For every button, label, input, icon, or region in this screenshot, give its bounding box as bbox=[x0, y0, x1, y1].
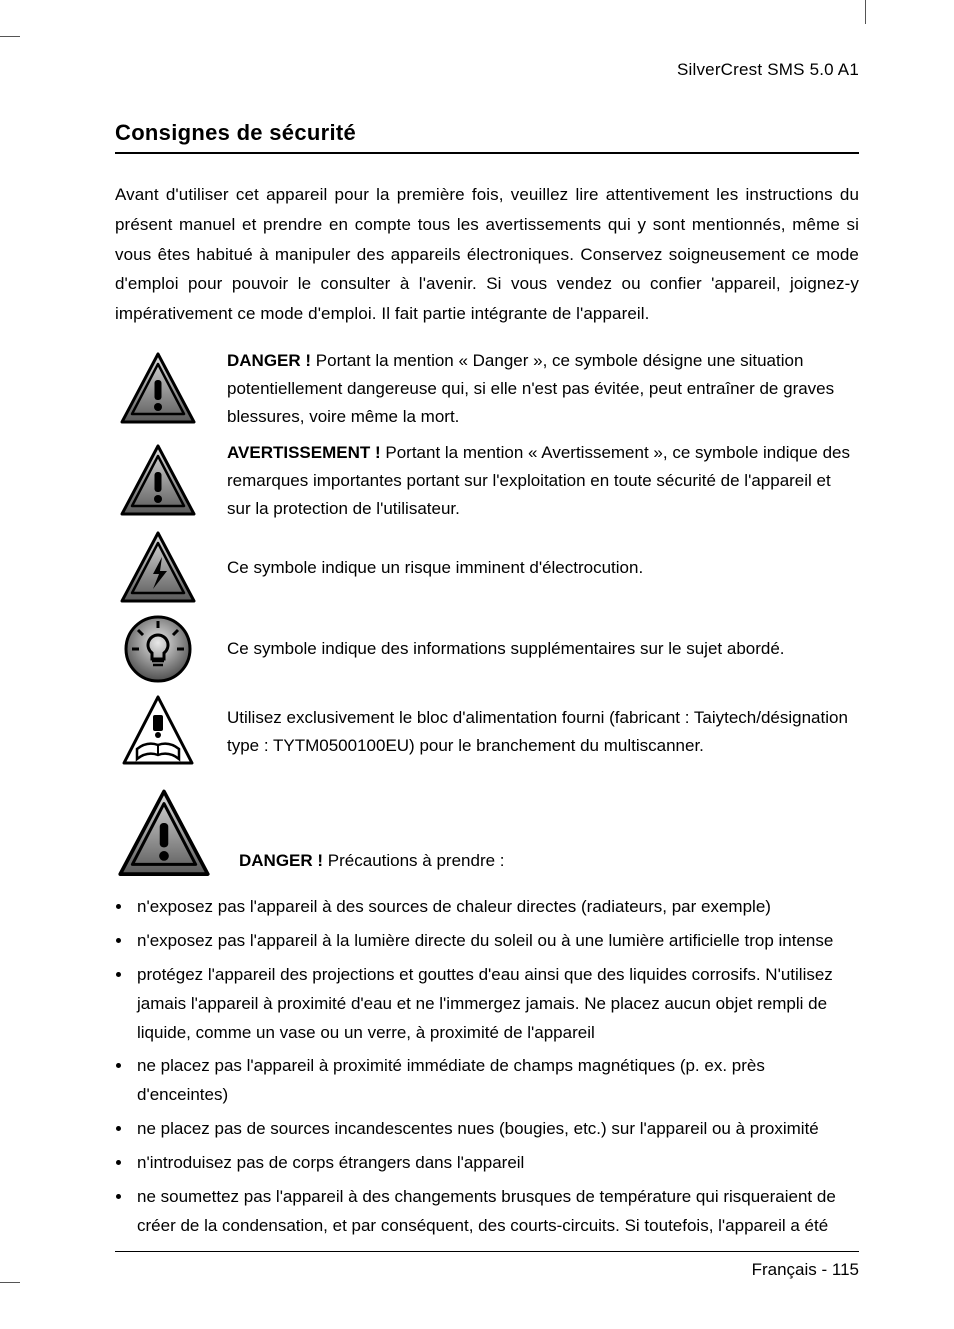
precautions-intro: DANGER ! Précautions à prendre : bbox=[239, 847, 859, 879]
precautions-intro-text: Précautions à prendre : bbox=[323, 851, 504, 870]
danger-label: DANGER ! bbox=[227, 351, 311, 370]
electric-shock-icon bbox=[115, 531, 201, 605]
symbol-row-danger: DANGER ! Portant la mention « Danger », … bbox=[115, 347, 859, 431]
list-item: protégez l'appareil des projections et g… bbox=[133, 961, 859, 1048]
title-underline bbox=[115, 152, 859, 154]
symbol-text-info: Ce symbole indique des informations supp… bbox=[227, 635, 859, 663]
crop-mark bbox=[0, 36, 20, 37]
footer-separator: - bbox=[817, 1260, 832, 1279]
document-page: SilverCrest SMS 5.0 A1 Consignes de sécu… bbox=[0, 0, 954, 1329]
footer-language: Français bbox=[752, 1260, 817, 1279]
symbol-text-manual: Utilisez exclusivement le bloc d'aliment… bbox=[227, 704, 859, 760]
precautions-header: DANGER ! Précautions à prendre : bbox=[115, 789, 859, 879]
crop-mark bbox=[865, 0, 866, 24]
precautions-label: DANGER ! bbox=[239, 851, 323, 870]
symbol-text-danger: DANGER ! Portant la mention « Danger », … bbox=[227, 347, 859, 431]
header-product: SilverCrest SMS 5.0 A1 bbox=[115, 60, 859, 80]
list-item: ne placez pas l'appareil à proximité imm… bbox=[133, 1052, 859, 1110]
danger-text: Portant la mention « Danger », ce symbol… bbox=[227, 351, 834, 426]
lightbulb-icon bbox=[115, 613, 201, 685]
list-item: n'exposez pas l'appareil à des sources d… bbox=[133, 893, 859, 922]
crop-mark bbox=[0, 1282, 20, 1283]
symbol-row-info: Ce symbole indique des informations supp… bbox=[115, 613, 859, 685]
symbol-text-shock: Ce symbole indique un risque imminent d'… bbox=[227, 554, 859, 582]
symbol-row-shock: Ce symbole indique un risque imminent d'… bbox=[115, 531, 859, 605]
symbol-text-warning: AVERTISSEMENT ! Portant la mention « Ave… bbox=[227, 439, 859, 523]
list-item: n'introduisez pas de corps étrangers dan… bbox=[133, 1149, 859, 1178]
warning-triangle-icon bbox=[115, 444, 201, 518]
page-footer: Français - 115 bbox=[115, 1260, 859, 1280]
intro-paragraph: Avant d'utiliser cet appareil pour la pr… bbox=[115, 180, 859, 329]
symbol-row-warning: AVERTISSEMENT ! Portant la mention « Ave… bbox=[115, 439, 859, 523]
footer-page-number: 115 bbox=[832, 1260, 859, 1279]
warning-triangle-icon bbox=[115, 352, 201, 426]
list-item: ne soumettez pas l'appareil à des change… bbox=[133, 1183, 859, 1241]
symbol-row-manual: Utilisez exclusivement le bloc d'aliment… bbox=[115, 693, 859, 771]
warning-triangle-icon bbox=[115, 789, 213, 879]
section-title: Consignes de sécurité bbox=[115, 120, 859, 146]
precautions-list: n'exposez pas l'appareil à des sources d… bbox=[115, 893, 859, 1241]
warning-label: AVERTISSEMENT ! bbox=[227, 443, 381, 462]
footer-rule bbox=[115, 1251, 859, 1252]
read-manual-icon bbox=[115, 693, 201, 771]
list-item: ne placez pas de sources incandescentes … bbox=[133, 1115, 859, 1144]
list-item: n'exposez pas l'appareil à la lumière di… bbox=[133, 927, 859, 956]
